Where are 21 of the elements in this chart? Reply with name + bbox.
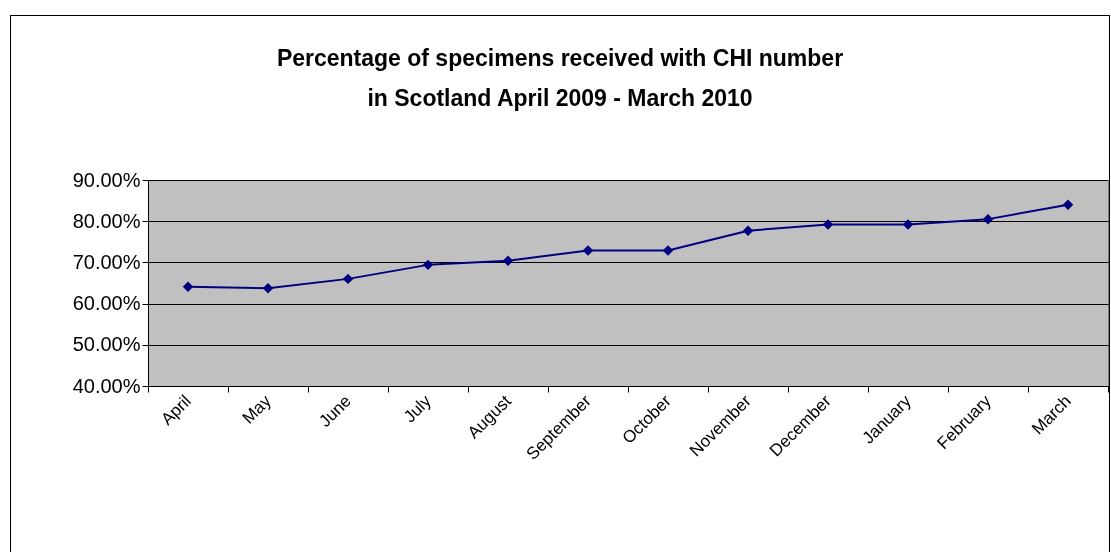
y-tick-label: 40.00% (72, 374, 141, 397)
point (822, 219, 834, 230)
point (182, 281, 194, 292)
point (262, 283, 274, 294)
point (982, 213, 994, 225)
point (742, 225, 754, 236)
y-tick-label: 50.00% (72, 333, 141, 356)
point (502, 255, 514, 266)
chart-title: Percentage of specimens received with CHI number in Scotland April 2009 - March 2010 (276, 45, 844, 111)
point (902, 219, 914, 230)
point (1062, 199, 1074, 210)
point (422, 259, 434, 271)
y-tick-label: 80.00% (72, 209, 141, 232)
point (662, 245, 674, 256)
y-tick-label: 70.00% (72, 250, 141, 273)
x-tick-label: May (238, 391, 276, 428)
y-tick-label: 90.00% (72, 168, 141, 191)
point (342, 273, 354, 285)
x-tick-label: July (400, 391, 436, 427)
y-tick-label: 60.00% (72, 292, 141, 315)
point (582, 245, 594, 256)
